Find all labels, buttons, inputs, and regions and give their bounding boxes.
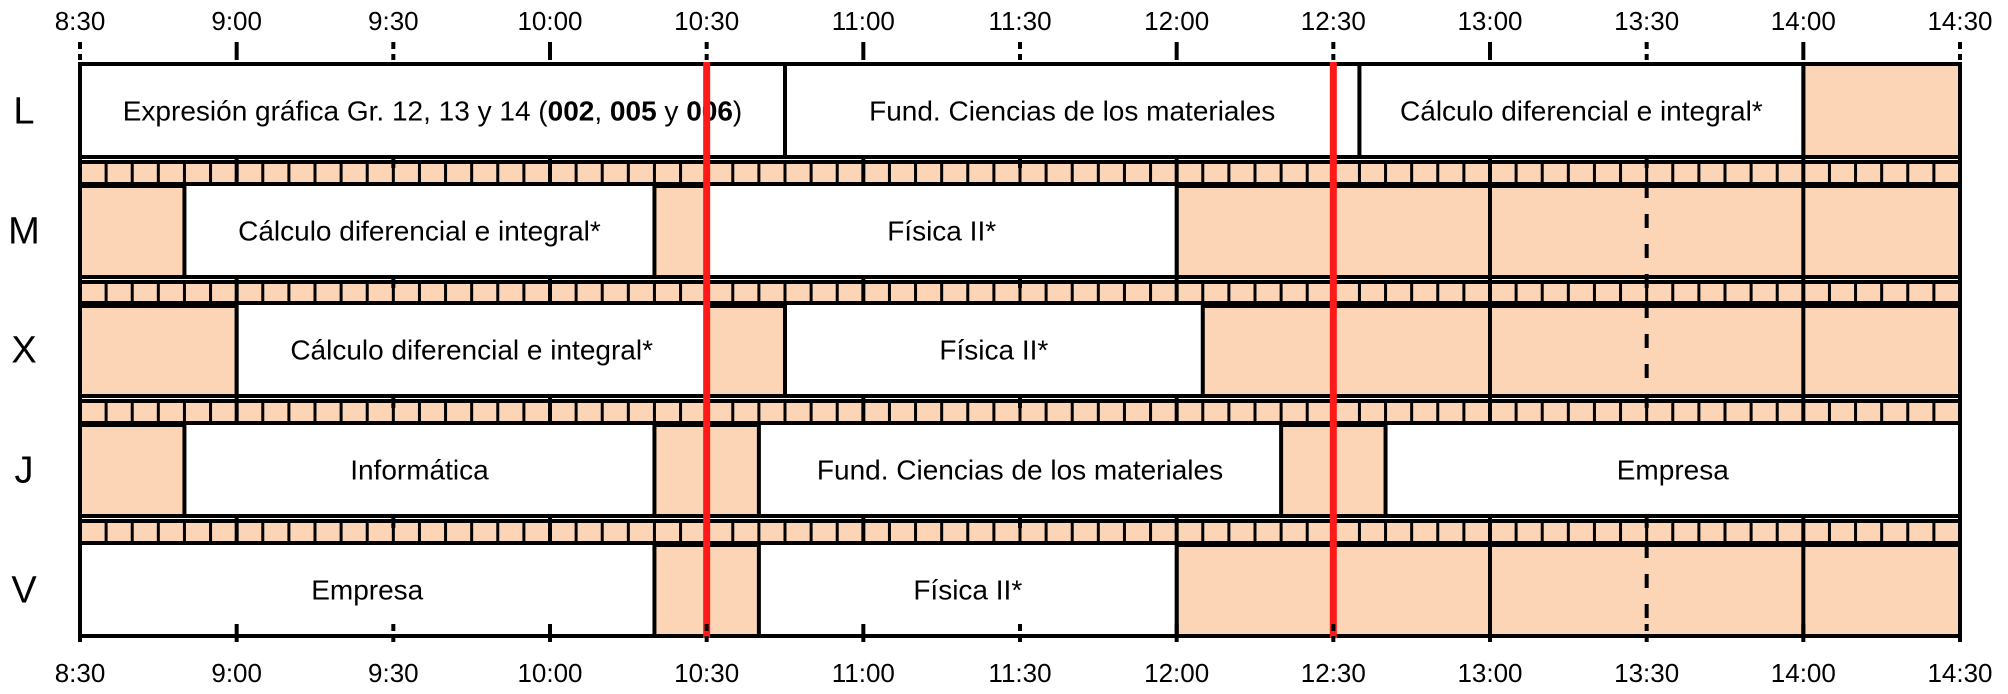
class-block <box>756 421 1284 518</box>
day-label: L <box>13 91 34 133</box>
class-label: Expresión gráfica Gr. 12, 13 y 14 (002, … <box>123 96 743 127</box>
class-block <box>756 541 1179 638</box>
time-tick-label: 12:30 <box>1301 6 1366 36</box>
class-label: Física II* <box>939 335 1048 366</box>
time-tick-label: 10:00 <box>517 6 582 36</box>
time-tick-label: 9:30 <box>368 658 419 688</box>
class-block <box>182 182 657 279</box>
time-tick-label: 12:00 <box>1144 6 1209 36</box>
class-label-part: 005 <box>610 96 657 127</box>
time-tick-label: 9:00 <box>211 658 262 688</box>
class-label-part: Física II* <box>913 575 1022 606</box>
time-tick-label: 8:30 <box>55 658 106 688</box>
day-label: J <box>15 450 34 492</box>
time-tick-label: 11:00 <box>832 658 895 688</box>
class-label-part: Fund. Ciencias de los materiales <box>869 96 1275 127</box>
day-label: M <box>8 211 40 253</box>
class-label: Empresa <box>311 575 423 606</box>
class-block <box>783 301 1205 398</box>
time-tick-label: 13:30 <box>1614 658 1679 688</box>
class-label: Empresa <box>1617 455 1729 486</box>
time-tick-label: 11:30 <box>988 658 1051 688</box>
class-label: Fund. Ciencias de los materiales <box>817 455 1223 486</box>
class-label: Cálculo diferencial e integral* <box>238 216 601 247</box>
class-label-part: Física II* <box>939 335 1048 366</box>
time-tick-label: 10:30 <box>674 658 739 688</box>
class-label-part: Cálculo diferencial e integral* <box>290 335 653 366</box>
class-label-part: Cálculo diferencial e integral* <box>1400 96 1763 127</box>
time-tick-label: 11:00 <box>832 6 895 36</box>
class-label: Cálculo diferencial e integral* <box>290 335 653 366</box>
class-label: Física II* <box>887 216 996 247</box>
class-label: Física II* <box>913 575 1022 606</box>
class-label-part: y <box>657 96 687 127</box>
class-label-part: 002 <box>548 96 595 127</box>
day-label: V <box>11 570 37 612</box>
class-label-part: Informática <box>350 455 489 486</box>
class-label-part: Empresa <box>1617 455 1729 486</box>
class-label-part: Expresión gráfica Gr. 12, 13 y 14 ( <box>123 96 549 127</box>
time-tick-label: 13:30 <box>1614 6 1679 36</box>
time-tick-label: 12:30 <box>1301 658 1366 688</box>
day-label: X <box>11 330 36 372</box>
time-tick-label: 10:30 <box>674 6 739 36</box>
time-tick-label: 9:00 <box>211 6 262 36</box>
time-tick-label: 14:30 <box>1927 658 1992 688</box>
class-label: Cálculo diferencial e integral* <box>1400 96 1763 127</box>
class-label-part: , <box>594 96 610 127</box>
class-block <box>1383 421 1962 518</box>
time-tick-label: 13:00 <box>1457 658 1522 688</box>
time-tick-label: 10:00 <box>517 658 582 688</box>
time-tick-label: 12:00 <box>1144 658 1209 688</box>
time-tick-label: 8:30 <box>55 6 106 36</box>
time-tick-label: 11:30 <box>988 6 1051 36</box>
class-label-part: ) <box>733 96 742 127</box>
class-label-part: Física II* <box>887 216 996 247</box>
class-label: Informática <box>350 455 489 486</box>
class-label: Fund. Ciencias de los materiales <box>869 96 1275 127</box>
time-tick-label: 14:00 <box>1771 6 1836 36</box>
time-tick-label: 14:30 <box>1927 6 1992 36</box>
class-label-part: Cálculo diferencial e integral* <box>238 216 601 247</box>
time-tick-label: 14:00 <box>1771 658 1836 688</box>
class-label-part: Fund. Ciencias de los materiales <box>817 455 1223 486</box>
class-label-part: Empresa <box>311 575 423 606</box>
time-tick-label: 13:00 <box>1457 6 1522 36</box>
time-tick-label: 9:30 <box>368 6 419 36</box>
